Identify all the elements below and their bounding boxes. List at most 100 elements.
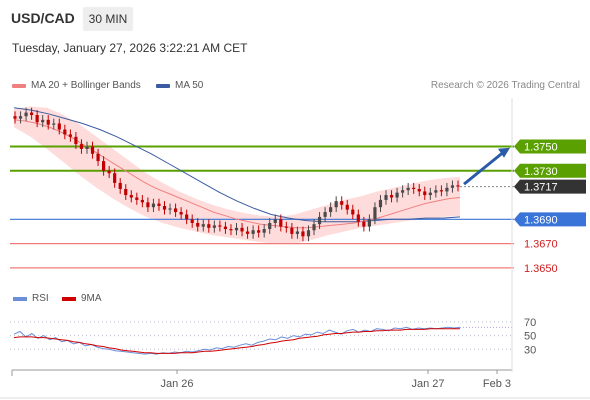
candle-body — [68, 134, 72, 137]
candle-body — [52, 123, 56, 125]
candle-body — [240, 227, 244, 232]
candle-body — [102, 161, 106, 171]
datetime-label: Tuesday, January 27, 2026 3:22:21 AM CET — [12, 41, 248, 55]
candle-body — [190, 219, 194, 223]
candle-body — [229, 229, 233, 231]
candle-body — [323, 212, 327, 217]
level-tag-1-3730 — [514, 163, 586, 178]
candle-body — [284, 226, 288, 228]
ma50-line — [13, 107, 461, 223]
x-tick-label: Jan 27 — [411, 378, 444, 390]
candle-body — [207, 224, 211, 228]
candle-body — [223, 226, 228, 230]
x-tick-label: Jan 26 — [160, 378, 193, 390]
candle-body — [30, 112, 34, 115]
forecast-arrow-shaft — [463, 150, 505, 186]
candle-body — [367, 219, 371, 227]
candle-body — [90, 146, 95, 154]
legend-ma50-label: MA 50 — [175, 80, 204, 91]
candle-body — [257, 230, 261, 233]
candle-body — [168, 208, 172, 210]
level-label-1-3650: 1.3650 — [524, 263, 558, 275]
candle-body — [35, 114, 39, 123]
level-label-1-3730: 1.3730 — [524, 166, 558, 178]
candle-body — [362, 221, 366, 227]
candle-body — [96, 153, 100, 162]
candle-body — [301, 231, 305, 237]
candle-body — [151, 203, 156, 208]
rsi-tick-label: 30 — [524, 344, 536, 356]
candle-body — [340, 201, 344, 205]
candle-body — [85, 146, 89, 149]
legend-rsi-swatch — [13, 296, 27, 301]
candle-body — [306, 230, 311, 237]
candle-body — [317, 216, 322, 225]
candle-body — [439, 190, 443, 192]
level-label-1-3750: 1.3750 — [524, 142, 558, 154]
candle-body — [24, 112, 28, 117]
candle-body — [118, 182, 122, 189]
candle-body — [162, 205, 167, 210]
legend-ma20: MA 20 + Bollinger Bands — [12, 80, 141, 91]
level-tag-1-3750 — [514, 139, 586, 154]
legend-9ma: 9MA — [62, 293, 102, 304]
legend-rsi-label: RSI — [32, 293, 49, 304]
candle-body — [295, 231, 300, 234]
rsi-ma-line — [13, 328, 460, 354]
legend-ma50: MA 50 — [156, 80, 203, 91]
candle-body — [185, 214, 189, 220]
level-tag-1-3717 — [514, 179, 586, 194]
candle-body — [107, 170, 111, 174]
rsi-tick-label: 70 — [524, 317, 536, 329]
candle-body — [245, 231, 250, 234]
candle-body — [251, 230, 255, 234]
candle-body — [373, 207, 377, 220]
candle-body — [279, 219, 283, 227]
x-tick-label: Feb 3 — [483, 378, 511, 390]
candle-body — [173, 208, 178, 213]
candle-body — [312, 224, 316, 231]
legend-ma20-label: MA 20 + Bollinger Bands — [31, 80, 141, 91]
level-tag-1-3690 — [514, 212, 586, 227]
candle-body — [196, 222, 200, 227]
rsi-line — [13, 326, 461, 355]
candle-body — [18, 116, 23, 119]
candle-body — [356, 214, 360, 222]
candle-body — [378, 199, 383, 208]
candle-body — [63, 129, 67, 135]
credit-label: Research © 2026 Trading Central — [430, 80, 580, 91]
candle-body — [46, 119, 50, 125]
candle-body — [57, 123, 61, 130]
candle-body — [345, 204, 349, 210]
candle-body — [450, 185, 455, 188]
candle-body — [74, 136, 78, 145]
candle-body — [395, 192, 399, 198]
candle-body — [41, 119, 45, 123]
candle-body — [417, 189, 421, 192]
candle-body — [428, 192, 432, 196]
timeframe-button[interactable]: 30 MIN — [83, 7, 133, 31]
candle-body — [406, 187, 410, 191]
legend-ma50-swatch — [156, 83, 170, 88]
level-label-1-3670: 1.3670 — [524, 239, 558, 251]
candle-body — [384, 195, 388, 200]
candle-body — [262, 229, 266, 233]
legend-rsi: RSI — [13, 293, 49, 304]
candle-body — [434, 190, 438, 193]
rsi-tick-label: 50 — [524, 331, 536, 343]
candle-body — [140, 199, 144, 203]
candle-body — [124, 189, 128, 196]
candle-body — [351, 209, 355, 215]
symbol-title: USD/CAD — [11, 10, 75, 26]
candle-body — [129, 195, 133, 198]
candle-body — [234, 227, 239, 231]
candle-body — [389, 195, 394, 198]
candle-body — [456, 185, 460, 187]
legend-ma20-swatch — [12, 83, 26, 88]
candle-body — [412, 187, 416, 189]
candle-body — [135, 197, 139, 200]
candle-body — [334, 201, 338, 208]
forecast-arrow-head — [498, 147, 510, 158]
